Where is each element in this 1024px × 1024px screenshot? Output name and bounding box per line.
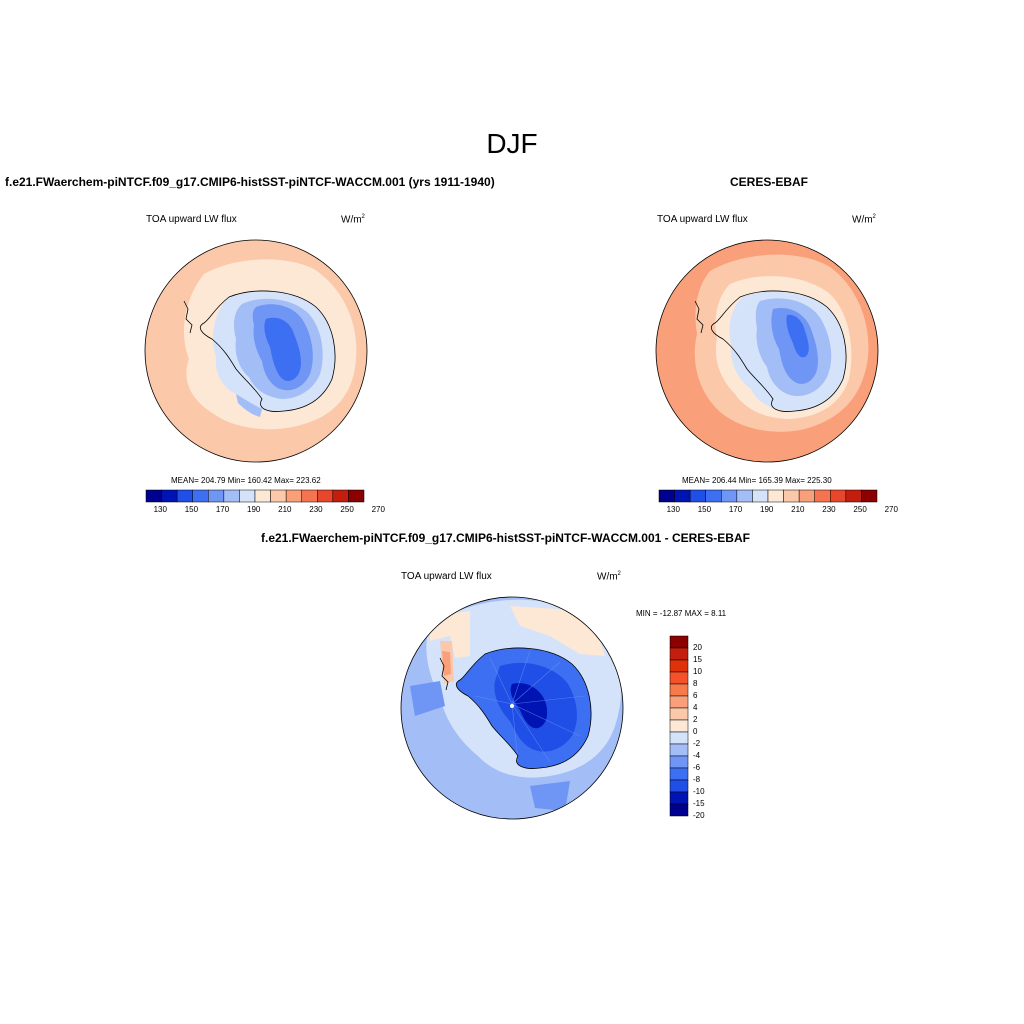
colorbar-swatch: [752, 489, 769, 503]
colorbar-tick-label: 150: [184, 505, 199, 514]
colorbar-tick-label: 15: [693, 655, 702, 664]
colorbar-swatch: [317, 489, 334, 503]
diff-units: W/m2: [597, 571, 621, 583]
colorbar-swatch: [192, 489, 209, 503]
colorbar-tick-label: 190: [760, 505, 774, 514]
colorbar-swatch: [208, 489, 225, 503]
colorbar-swatch: [705, 489, 722, 503]
colorbar-swatch: [674, 489, 691, 503]
colorbar-tick-label: -20: [693, 811, 705, 820]
colorbar-tick-label: 6: [693, 691, 698, 700]
colorbar-tick-label: 270: [371, 505, 385, 514]
colorbar-swatch: [176, 489, 193, 503]
colorbar-tick-label: -4: [693, 751, 701, 760]
colorbar-swatch: [301, 489, 318, 503]
colorbar-tick-label: 210: [791, 505, 805, 514]
colorbar-swatch: [845, 489, 862, 503]
colorbar-swatch: [736, 489, 753, 503]
colorbar-swatch: [798, 489, 815, 503]
diff-panel-title: f.e21.FWaerchem-piNTCF.f09_g17.CMIP6-his…: [261, 531, 750, 545]
diff-stats: MIN = -12.87 MAX = 8.11: [636, 609, 727, 618]
colorbar-tick-label: 4: [693, 703, 698, 712]
colorbar-swatch: [239, 489, 256, 503]
colorbar-tick-label: -10: [693, 787, 705, 796]
obs-polar-map: [655, 239, 879, 463]
colorbar-swatch: [348, 489, 365, 503]
colorbar-swatch: [669, 755, 689, 769]
colorbar-swatch: [669, 647, 689, 661]
model-field-label: TOA upward LW flux: [146, 214, 237, 225]
colorbar-tick-label: -2: [693, 739, 701, 748]
diff-colorbar: [669, 635, 689, 817]
colorbar-tick-label: 230: [822, 505, 836, 514]
obs-panel-title: CERES-EBAF: [730, 175, 809, 189]
colorbar-tick-label: 0: [693, 727, 698, 736]
model-colorbar-ticks: 130 150 170 190 210 230 250 270: [146, 505, 385, 517]
diff-colorbar-ticks: 20 15 10 8 6 4 2 0 -2 -4 -6 -8 -10 -15 -20: [693, 636, 723, 820]
colorbar-swatch: [669, 683, 689, 697]
colorbar-swatch: [861, 489, 878, 503]
obs-units: W/m2: [852, 214, 876, 226]
colorbar-swatch: [669, 671, 689, 685]
colorbar-tick-label: -15: [693, 799, 705, 808]
colorbar-tick-label: 210: [278, 505, 292, 514]
colorbar-tick-label: 130: [153, 505, 167, 514]
colorbar-swatch: [830, 489, 847, 503]
colorbar-swatch: [161, 489, 178, 503]
model-colorbar: [145, 489, 365, 503]
model-panel-title: f.e21.FWaerchem-piNTCF.f09_g17.CMIP6-his…: [5, 175, 495, 189]
obs-field-label: TOA upward LW flux: [657, 214, 748, 225]
obs-stats: MEAN= 206.44 Min= 165.39 Max= 225.30: [682, 476, 832, 485]
colorbar-tick-label: -6: [693, 763, 701, 772]
colorbar-swatch: [145, 489, 162, 503]
model-units: W/m2: [341, 214, 365, 226]
colorbar-swatch: [669, 659, 689, 673]
colorbar-swatch: [814, 489, 831, 503]
diff-field-label: TOA upward LW flux: [401, 571, 492, 582]
colorbar-tick-label: 2: [693, 715, 698, 724]
colorbar-swatch: [669, 743, 689, 757]
colorbar-swatch: [669, 803, 689, 817]
colorbar-swatch: [669, 707, 689, 721]
colorbar-tick-label: 250: [853, 505, 867, 514]
colorbar-tick-label: 170: [728, 505, 743, 514]
colorbar-swatch: [332, 489, 349, 503]
colorbar-swatch: [223, 489, 240, 503]
colorbar-swatch: [669, 731, 689, 745]
colorbar-swatch: [669, 695, 689, 709]
colorbar-swatch: [669, 791, 689, 805]
colorbar-tick-label: 250: [340, 505, 354, 514]
colorbar-tick-label: 270: [884, 505, 898, 514]
colorbar-swatch: [669, 779, 689, 793]
colorbar-swatch: [285, 489, 302, 503]
colorbar-tick-label: 20: [693, 643, 702, 652]
model-stats: MEAN= 204.79 Min= 160.42 Max= 223.62: [171, 476, 321, 485]
colorbar-swatch: [783, 489, 800, 503]
colorbar-tick-label: 130: [666, 505, 680, 514]
diff-polar-map: [400, 596, 624, 820]
main-title: DJF: [486, 128, 538, 159]
colorbar-swatch: [669, 719, 689, 733]
obs-colorbar-ticks: 130 150 170 190 210 230 250 270: [659, 505, 898, 517]
colorbar-tick-label: 230: [309, 505, 323, 514]
colorbar-tick-label: 150: [697, 505, 712, 514]
colorbar-swatch: [270, 489, 287, 503]
obs-colorbar: [658, 489, 878, 503]
colorbar-tick-label: 8: [693, 679, 698, 688]
colorbar-swatch: [669, 635, 689, 649]
colorbar-swatch: [254, 489, 271, 503]
colorbar-swatch: [669, 767, 689, 781]
colorbar-tick-label: 10: [693, 667, 702, 676]
colorbar-swatch: [721, 489, 738, 503]
colorbar-swatch: [689, 489, 706, 503]
model-polar-map: [144, 239, 368, 463]
colorbar-swatch: [658, 489, 675, 503]
colorbar-tick-label: 170: [215, 505, 230, 514]
colorbar-tick-label: -8: [693, 775, 701, 784]
colorbar-tick-label: 190: [247, 505, 261, 514]
colorbar-swatch: [767, 489, 784, 503]
